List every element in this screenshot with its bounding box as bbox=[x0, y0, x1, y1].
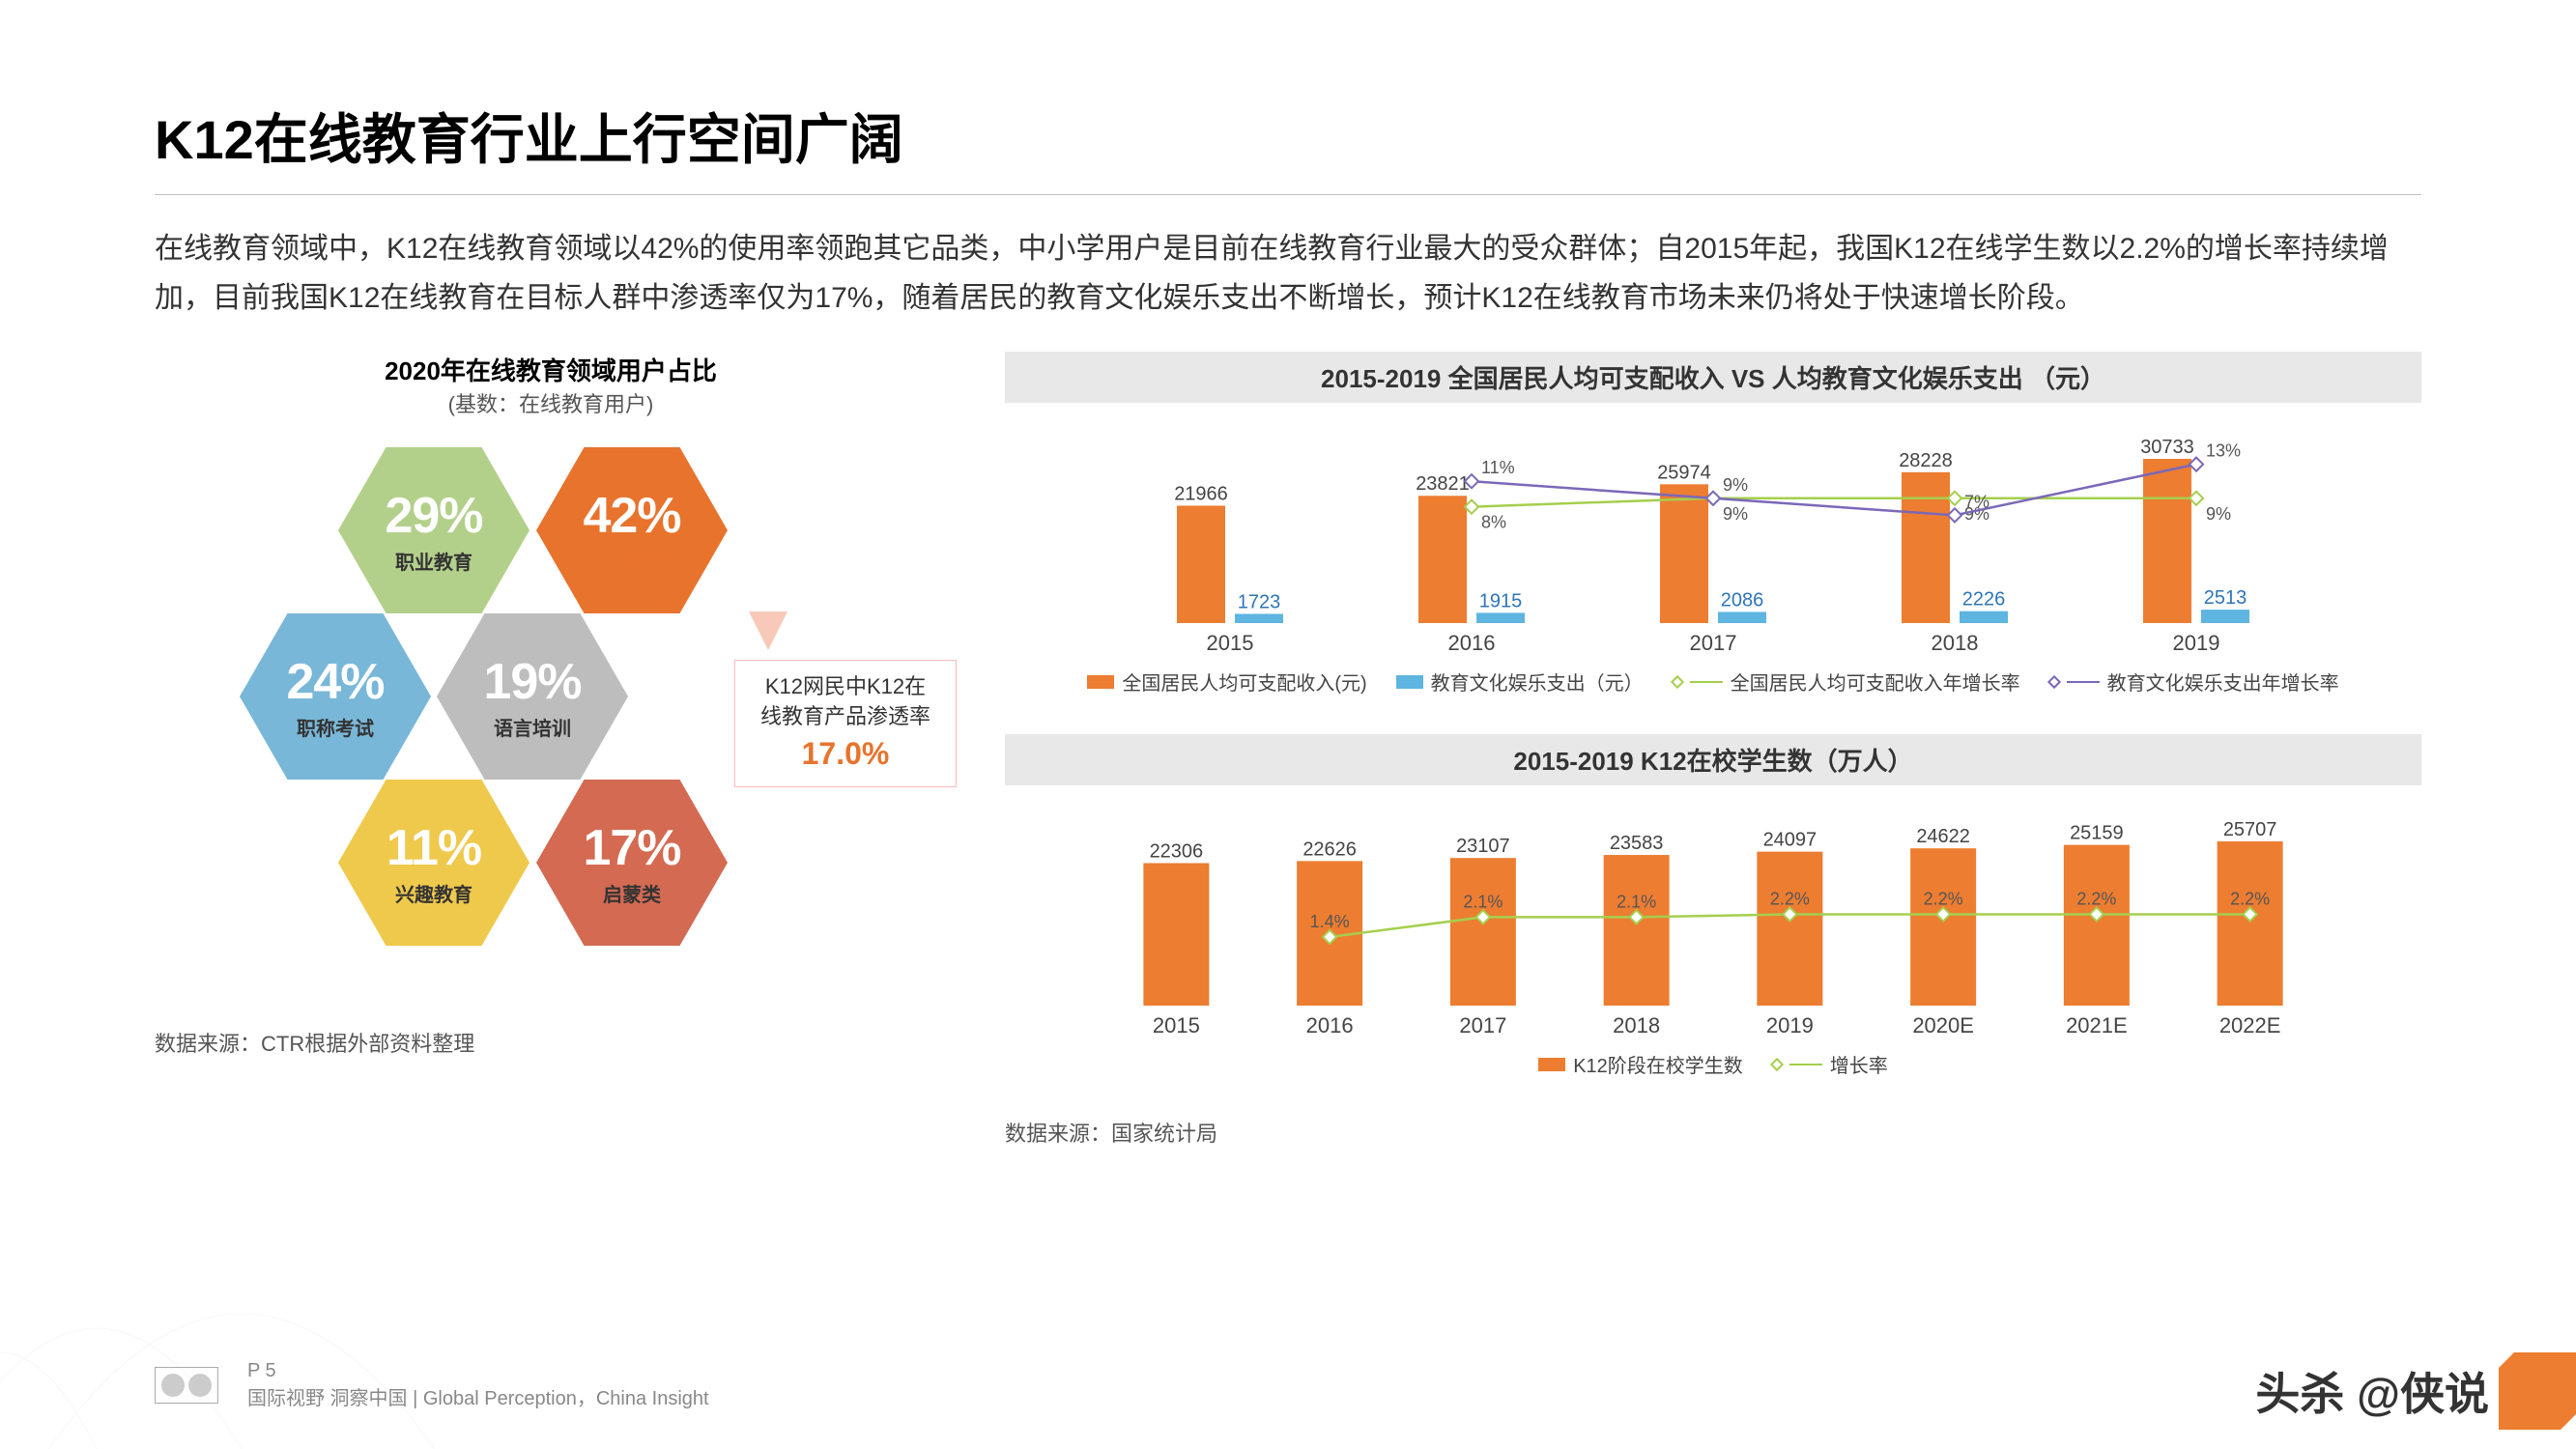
callout-value: 17.0% bbox=[753, 732, 938, 776]
svg-text:2.2%: 2.2% bbox=[1770, 889, 1810, 908]
hex-cell: 17%启蒙类 bbox=[536, 780, 728, 946]
hex-subtitle: (基数：在线教育用户) bbox=[155, 387, 947, 418]
svg-text:24622: 24622 bbox=[1916, 826, 1970, 847]
svg-text:2020E: 2020E bbox=[1912, 1013, 1974, 1037]
svg-text:2017: 2017 bbox=[1690, 631, 1737, 655]
svg-text:30733: 30733 bbox=[2140, 437, 2194, 458]
svg-text:13%: 13% bbox=[2206, 441, 2241, 461]
svg-text:22626: 22626 bbox=[1302, 838, 1357, 860]
svg-text:2.2%: 2.2% bbox=[1924, 889, 1963, 908]
svg-text:25707: 25707 bbox=[2223, 819, 2277, 840]
svg-text:2015: 2015 bbox=[1207, 631, 1254, 655]
chart1-title: 2015-2019 全国居民人均可支配收入 VS 人均教育文化娱乐支出 （元） bbox=[1005, 352, 2421, 403]
svg-text:1723: 1723 bbox=[1238, 591, 1281, 612]
svg-text:2017: 2017 bbox=[1459, 1013, 1506, 1037]
svg-text:21966: 21966 bbox=[1174, 483, 1228, 504]
svg-text:11%: 11% bbox=[1481, 458, 1515, 477]
logo-icon bbox=[2499, 1352, 2576, 1430]
svg-text:8%: 8% bbox=[1481, 513, 1506, 532]
background-deco bbox=[0, 1159, 483, 1449]
page-title: K12在线教育行业上行空间广阔 bbox=[155, 97, 2421, 175]
svg-text:24097: 24097 bbox=[1763, 830, 1818, 851]
svg-text:2086: 2086 bbox=[1721, 589, 1764, 611]
svg-text:2019: 2019 bbox=[2173, 631, 2220, 655]
hex-cell: 29%职业教育 bbox=[338, 447, 530, 613]
svg-text:2016: 2016 bbox=[1306, 1013, 1354, 1037]
arrow-icon bbox=[749, 611, 787, 650]
svg-text:2022E: 2022E bbox=[2219, 1013, 2281, 1037]
body-text: 在线教育领域中，K12在线教育领域以42%的使用率领跑其它品类，中小学用户是目前… bbox=[155, 224, 2421, 323]
hex-title: 2020年在线教育领域用户占比 bbox=[155, 352, 947, 387]
hex-cell: 24%职称考试 bbox=[240, 613, 431, 780]
svg-text:23107: 23107 bbox=[1456, 836, 1510, 857]
svg-text:2.1%: 2.1% bbox=[1463, 892, 1503, 911]
svg-text:9%: 9% bbox=[1723, 475, 1748, 495]
svg-text:7%: 7% bbox=[1964, 492, 1989, 511]
svg-text:2513: 2513 bbox=[2204, 587, 2247, 609]
svg-text:2226: 2226 bbox=[1962, 589, 2006, 611]
svg-text:2019: 2019 bbox=[1766, 1013, 1814, 1037]
chart2-title: 2015-2019 K12在校学生数（万人） bbox=[1005, 734, 2421, 785]
svg-text:2015: 2015 bbox=[1153, 1013, 1200, 1037]
svg-text:23821: 23821 bbox=[1416, 473, 1470, 495]
svg-text:2.2%: 2.2% bbox=[2076, 889, 2116, 908]
watermark: 头杀 @侠说 bbox=[2255, 1352, 2576, 1430]
svg-text:2018: 2018 bbox=[1932, 631, 1979, 655]
source-left: 数据来源：CTR根据外部资料整理 bbox=[155, 1027, 947, 1058]
hex-cell: 19%语言培训 bbox=[437, 613, 628, 780]
svg-text:2.1%: 2.1% bbox=[1617, 892, 1656, 911]
svg-text:2016: 2016 bbox=[1448, 631, 1496, 655]
callout-box: K12网民中K12在 线教育产品渗透率 17.0% bbox=[734, 660, 957, 787]
hex-cell: 42%K12教育 bbox=[536, 447, 728, 613]
svg-text:9%: 9% bbox=[2206, 504, 2231, 524]
svg-text:1915: 1915 bbox=[1479, 590, 1523, 611]
svg-text:25159: 25159 bbox=[2070, 823, 2124, 844]
svg-text:2.2%: 2.2% bbox=[2230, 889, 2270, 908]
source-right: 数据来源：国家统计局 bbox=[1005, 1117, 2421, 1148]
honeycomb-chart: 17%启蒙类11%兴趣教育19%语言培训24%职称考试 42%K12教育29%职业… bbox=[222, 438, 879, 979]
chart-income: 2015-2019 全国居民人均可支配收入 VS 人均教育文化娱乐支出 （元） … bbox=[1005, 352, 2421, 696]
svg-text:28228: 28228 bbox=[1899, 450, 1953, 471]
hex-cell: 11%兴趣教育 bbox=[338, 780, 530, 946]
chart-students: 2015-2019 K12在校学生数（万人） 22306 2015 22626 201… bbox=[1005, 734, 2421, 1078]
divider bbox=[155, 194, 2421, 195]
svg-text:9%: 9% bbox=[1723, 504, 1748, 524]
svg-text:2018: 2018 bbox=[1613, 1013, 1660, 1037]
svg-text:23583: 23583 bbox=[1610, 833, 1664, 854]
svg-text:2021E: 2021E bbox=[2066, 1013, 2128, 1037]
svg-text:1.4%: 1.4% bbox=[1310, 912, 1350, 931]
svg-text:22306: 22306 bbox=[1150, 840, 1204, 862]
svg-text:25974: 25974 bbox=[1657, 462, 1711, 483]
